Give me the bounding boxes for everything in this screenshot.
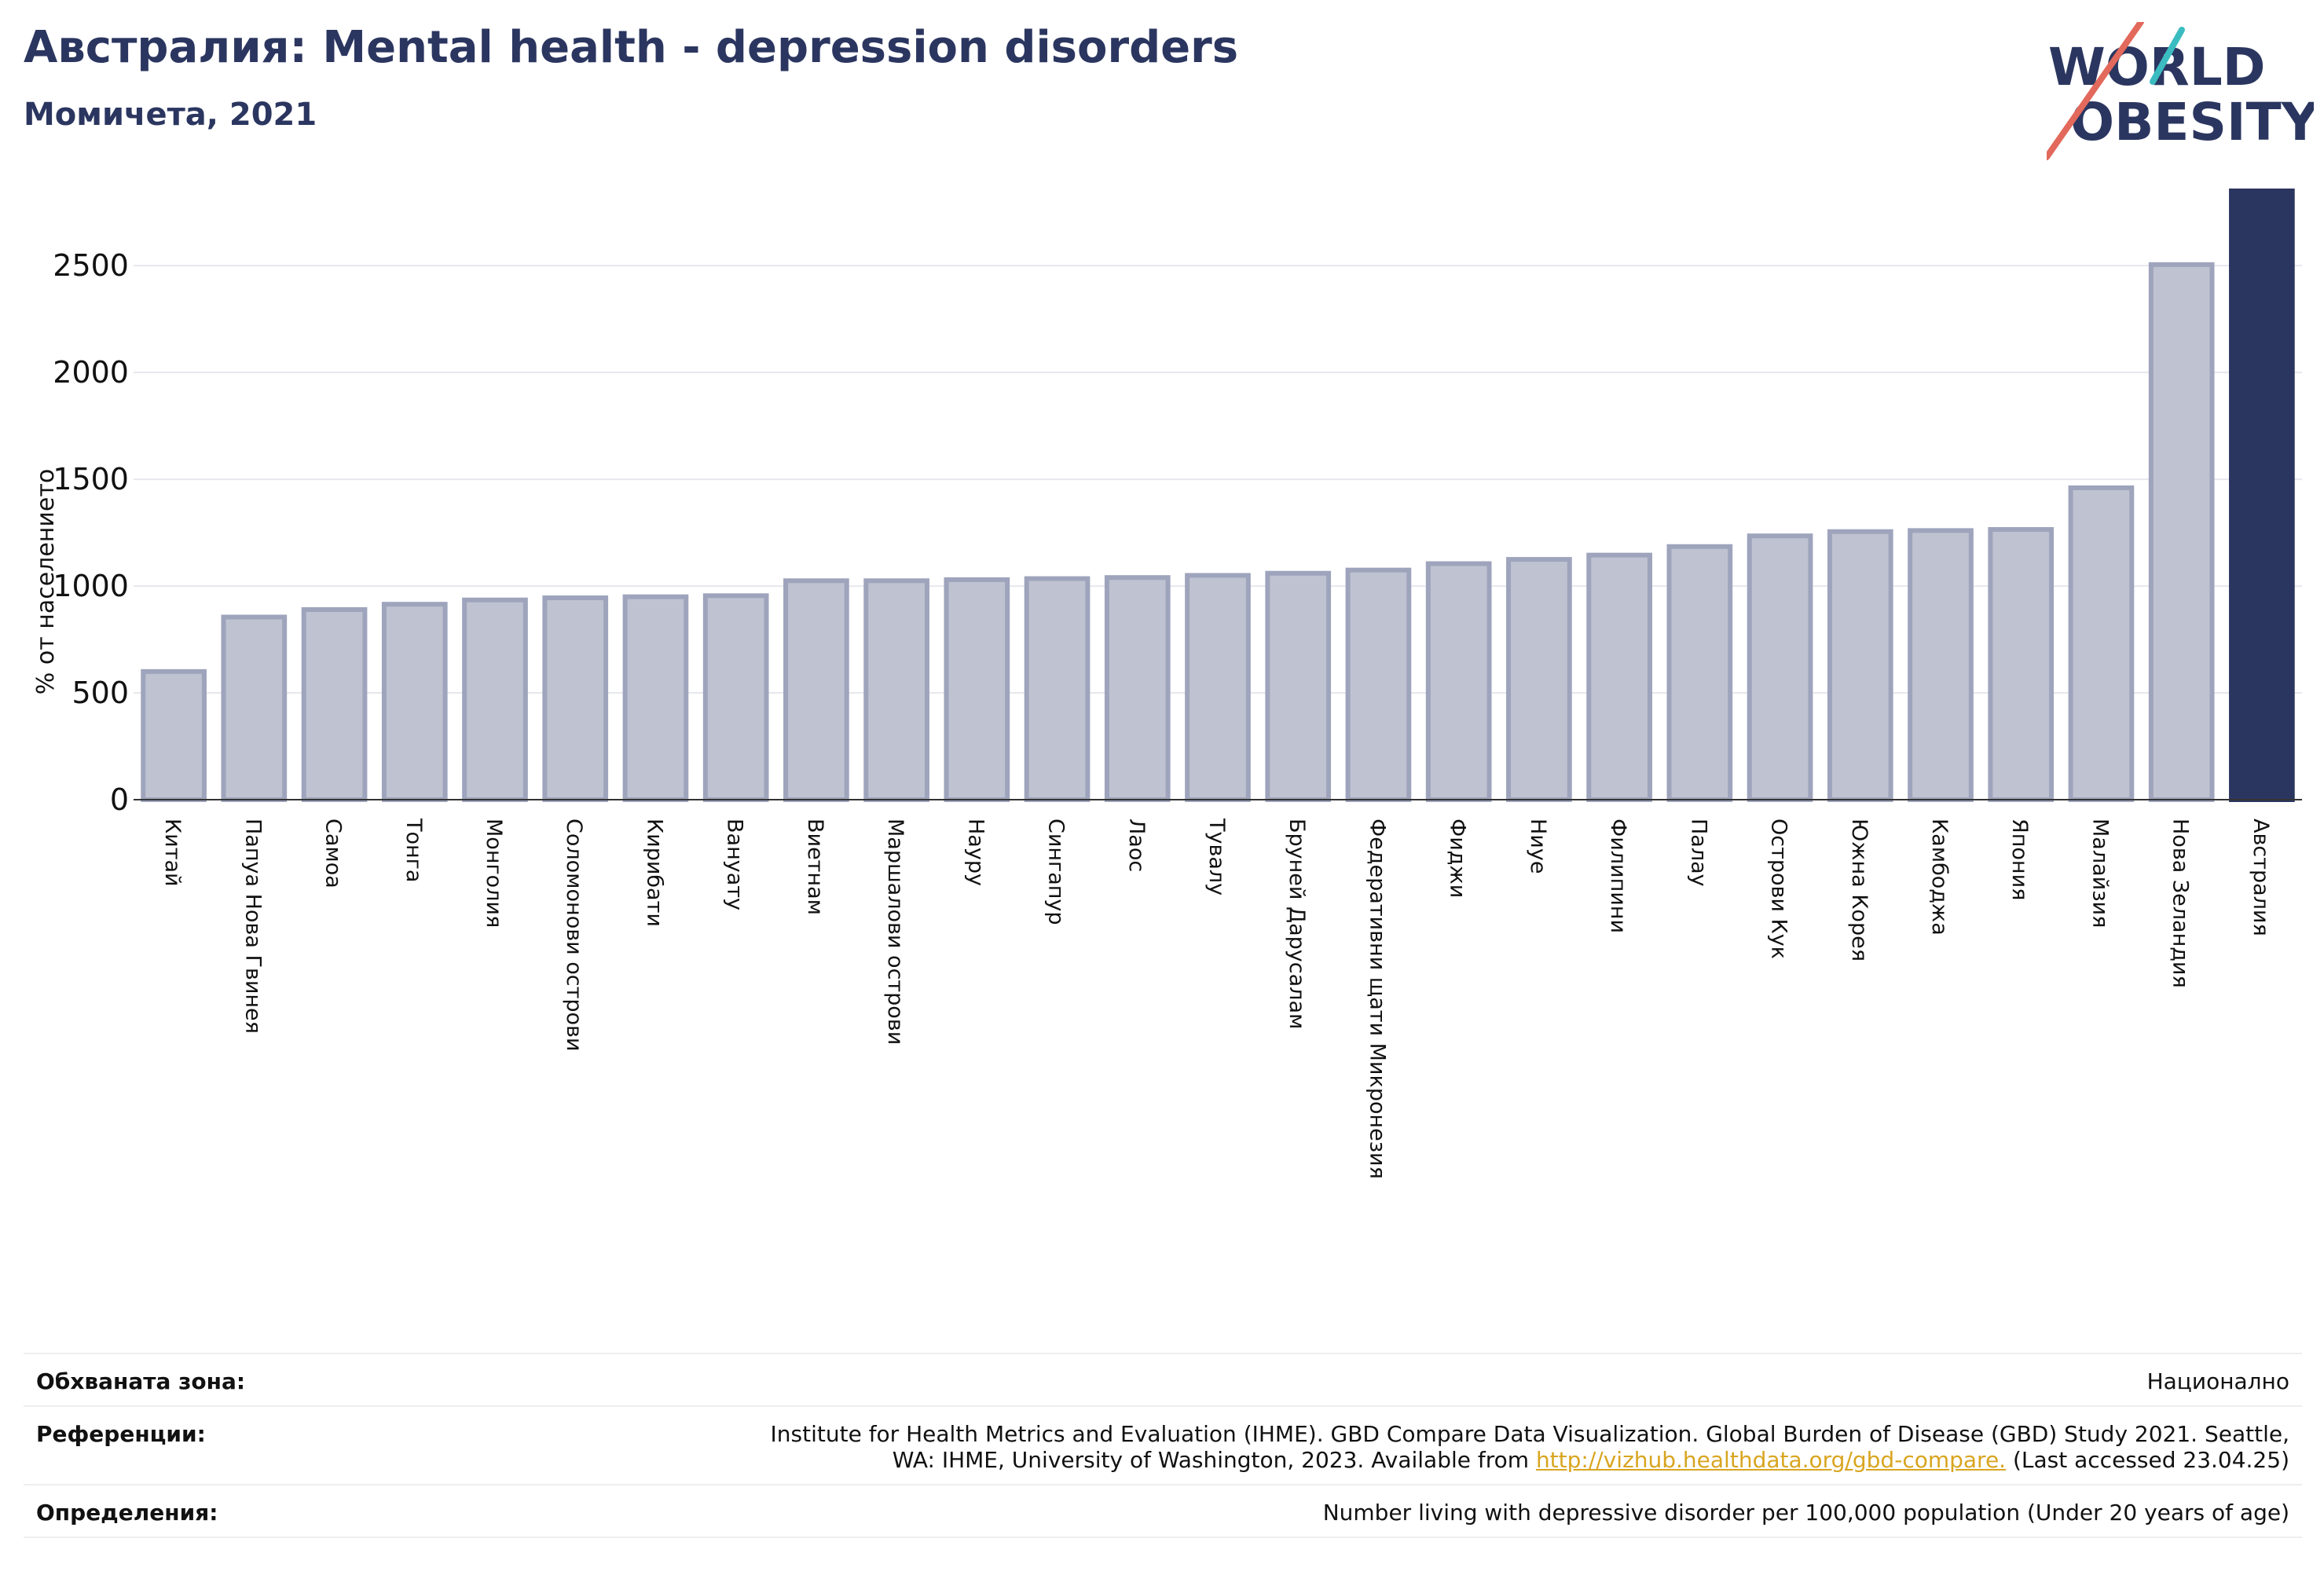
y-tick-label: 500 [71,676,129,710]
x-tick-label: Кирибати [642,819,666,927]
bar-chart: 0 500 1000 1500 2000 2500 Китай Папуа Нова Гви… [32,189,2302,1179]
bar [1506,557,1572,802]
x-tick-label: Филипини [1606,819,1630,933]
info-label-definitions: Определения: [36,1500,218,1526]
info-value-definitions: Number living with depressive disorder p… [1322,1500,2289,1526]
bar [1024,576,1091,802]
x-tick-label: Фиджи [1446,819,1470,898]
bar [1666,544,1733,803]
y-axis-label: % от населението [32,469,60,694]
x-tick-label: Япония [2007,819,2032,900]
bar [1425,561,1492,802]
info-value-area: Национално [2146,1368,2289,1394]
x-tick-label: Маршалови острови [883,819,907,1045]
x-tick-label: Камбоджа [1927,819,1952,936]
x-tick-label: Папуа Нова Гвинея [240,819,265,1034]
info-table: Обхваната зона: Национално Референции: I… [24,1353,2302,1538]
world-obesity-logo: WORLD OBESITY [2047,22,2314,160]
x-tick-label: Федеративни щати Микронезия [1365,819,1389,1179]
bar [542,595,609,802]
reference-line2-post: (Last accessed 23.04.25) [2006,1447,2289,1473]
bar [1265,570,1332,802]
x-tick-label: Палау [1686,819,1710,887]
reference-line1: Institute for Health Metrics and Evaluat… [770,1421,2289,1447]
reference-line2-pre: WA: IHME, University of Washington, 2023… [892,1447,1536,1473]
y-tick-label: 1500 [53,462,129,496]
x-tick-label: Сингапур [1044,819,1069,925]
bar [863,578,929,802]
info-label-area: Обхваната зона: [36,1368,246,1394]
x-tick-label: Виетнам [803,819,827,915]
bar [944,577,1010,802]
x-tick-label: Южна Корея [1847,819,1871,961]
y-tick-label: 0 [110,782,129,817]
reference-link[interactable]: http://vizhub.healthdata.org/gbd-compare… [1535,1447,2007,1473]
bar [622,594,689,803]
info-row-definitions: Определения: Number living with depressi… [24,1484,2302,1538]
x-tick-label: Малайзия [2088,819,2112,928]
bar [1104,575,1171,802]
info-value-references: Institute for Health Metrics and Evaluat… [771,1421,2289,1473]
bar [301,606,368,803]
bar [1988,527,2055,803]
x-tick-label: Китай [160,819,185,887]
x-tick-label: Монголия [482,819,506,928]
y-tick-label: 2500 [53,248,129,283]
bar [1747,533,1813,803]
x-tick-label: Тувалу [1204,818,1229,896]
y-axis-ticks: 0 500 1000 1500 2000 2500 [53,248,129,817]
y-tick-label: 2000 [53,355,129,390]
info-label-references: Референции: [36,1421,206,1447]
logo-line2: OBESITY [2070,92,2314,152]
bar [2148,262,2215,802]
y-tick-label: 1000 [53,569,129,603]
bar [1586,552,1652,803]
bar [783,578,849,802]
bar [1827,529,1893,803]
x-tick-label: Бруней Дарусалам [1285,819,1309,1029]
bar [2068,485,2135,803]
x-tick-label: Лаос [1124,819,1149,872]
logo-slash-red [2047,22,2144,160]
bar [1908,528,1974,802]
x-tick-label: Соломонови острови [562,819,586,1051]
x-tick-label: Ниуе [1526,819,1550,874]
x-tick-label: Самоа [321,819,346,888]
bar [702,593,769,802]
x-tick-label: Науру [963,819,988,886]
x-tick-label: Австралия [2249,819,2273,936]
bar [462,597,528,802]
bar [1185,573,1251,802]
chart-subtitle: Момичета, 2021 [24,97,317,133]
x-tick-label: Вануату [723,819,747,910]
x-tick-label: Острови Кук [1767,819,1791,959]
bar [2229,189,2295,802]
info-row-references: Референции: Institute for Health Metrics… [24,1405,2302,1484]
x-tick-label: Тонга [401,818,426,882]
x-tick-label: Нова Зеландия [2168,819,2193,988]
bar [141,668,207,802]
bar [221,614,288,802]
bars-layer [141,189,2295,803]
chart-title: Австралия: Mental health - depression di… [24,22,1239,73]
info-row-area: Обхваната зона: Национално [24,1353,2302,1405]
bar [381,602,448,802]
logo-line1: WORLD [2048,37,2266,97]
x-axis-labels: Китай Папуа Нова Гвинея Самоа Тонга Монголия… [160,818,2273,1179]
logo-slash-teal [2150,27,2185,85]
bar [1345,567,1412,802]
